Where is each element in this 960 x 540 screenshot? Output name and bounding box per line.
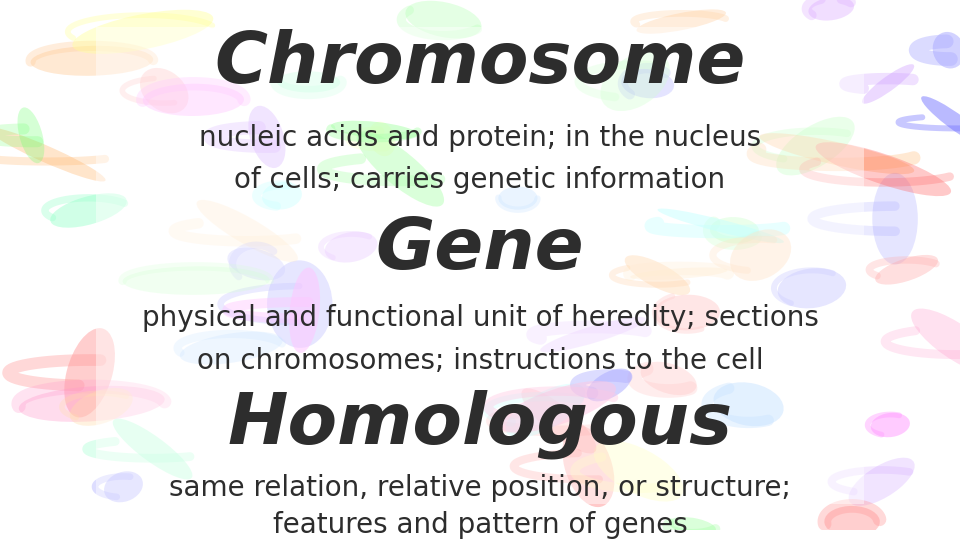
Text: same relation, relative position, or structure;: same relation, relative position, or str… <box>169 474 791 502</box>
Ellipse shape <box>70 388 132 426</box>
Ellipse shape <box>873 173 918 265</box>
Ellipse shape <box>654 295 720 330</box>
Ellipse shape <box>933 32 960 69</box>
Ellipse shape <box>730 230 791 281</box>
Ellipse shape <box>289 267 320 353</box>
Ellipse shape <box>636 9 726 33</box>
Ellipse shape <box>587 369 632 401</box>
Ellipse shape <box>499 381 616 433</box>
Ellipse shape <box>140 68 188 113</box>
Ellipse shape <box>759 133 914 174</box>
Ellipse shape <box>563 426 614 507</box>
Ellipse shape <box>862 64 914 104</box>
Ellipse shape <box>324 232 377 262</box>
Ellipse shape <box>713 382 783 426</box>
Ellipse shape <box>521 388 596 454</box>
Text: Chromosome: Chromosome <box>214 29 746 98</box>
Ellipse shape <box>405 1 482 38</box>
Ellipse shape <box>64 328 115 417</box>
Ellipse shape <box>276 71 340 92</box>
Ellipse shape <box>825 506 879 537</box>
Text: nucleic acids and protein; in the nucleus: nucleic acids and protein; in the nucleu… <box>199 124 761 152</box>
Ellipse shape <box>19 386 165 422</box>
Ellipse shape <box>658 208 784 243</box>
Ellipse shape <box>104 471 143 502</box>
Ellipse shape <box>197 200 298 262</box>
Ellipse shape <box>498 186 538 210</box>
Text: on chromosomes; instructions to the cell: on chromosomes; instructions to the cell <box>197 347 763 375</box>
Ellipse shape <box>72 10 213 54</box>
Ellipse shape <box>262 182 301 210</box>
Ellipse shape <box>143 84 244 116</box>
Ellipse shape <box>228 247 285 280</box>
Ellipse shape <box>112 418 192 480</box>
Ellipse shape <box>249 106 285 168</box>
Ellipse shape <box>180 332 282 364</box>
Text: Gene: Gene <box>375 215 585 284</box>
Ellipse shape <box>922 96 960 148</box>
Text: of cells; carries genetic information: of cells; carries genetic information <box>234 166 726 194</box>
Ellipse shape <box>625 255 690 295</box>
Ellipse shape <box>267 260 332 348</box>
Ellipse shape <box>369 122 396 156</box>
Ellipse shape <box>621 69 674 98</box>
Ellipse shape <box>506 383 586 437</box>
Ellipse shape <box>777 117 854 176</box>
Ellipse shape <box>630 267 728 280</box>
Ellipse shape <box>640 362 697 395</box>
Ellipse shape <box>876 255 938 285</box>
Ellipse shape <box>816 142 951 196</box>
Ellipse shape <box>669 517 716 535</box>
Ellipse shape <box>710 217 759 244</box>
Ellipse shape <box>849 458 915 506</box>
Ellipse shape <box>540 317 646 353</box>
Bar <box>96 26 864 504</box>
Ellipse shape <box>50 193 127 228</box>
Ellipse shape <box>871 413 910 437</box>
Ellipse shape <box>31 46 154 76</box>
Ellipse shape <box>356 131 444 207</box>
Text: Homologous: Homologous <box>228 389 732 459</box>
Ellipse shape <box>123 266 270 295</box>
Text: physical and functional unit of heredity; sections: physical and functional unit of heredity… <box>141 304 819 332</box>
Ellipse shape <box>600 52 670 111</box>
Ellipse shape <box>593 441 684 502</box>
Ellipse shape <box>778 268 846 308</box>
Text: features and pattern of genes: features and pattern of genes <box>273 511 687 539</box>
Ellipse shape <box>0 127 106 181</box>
Ellipse shape <box>17 107 44 163</box>
Ellipse shape <box>808 0 854 21</box>
Ellipse shape <box>331 121 418 139</box>
Ellipse shape <box>911 308 960 374</box>
